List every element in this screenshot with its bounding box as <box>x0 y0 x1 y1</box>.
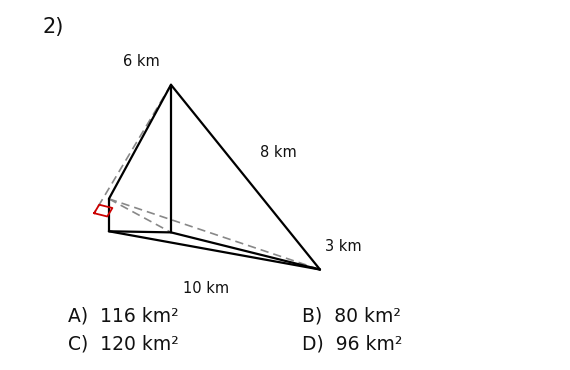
Text: D)  96 km²: D) 96 km² <box>302 334 402 353</box>
Text: B)  80 km²: B) 80 km² <box>302 307 401 326</box>
Text: 3 km: 3 km <box>324 239 361 255</box>
Text: 8 km: 8 km <box>259 145 296 160</box>
Text: 6 km: 6 km <box>123 54 160 68</box>
Text: 10 km: 10 km <box>183 281 229 296</box>
Text: 2): 2) <box>42 17 64 37</box>
Text: A)  116 km²: A) 116 km² <box>68 307 178 326</box>
Text: C)  120 km²: C) 120 km² <box>68 334 178 353</box>
